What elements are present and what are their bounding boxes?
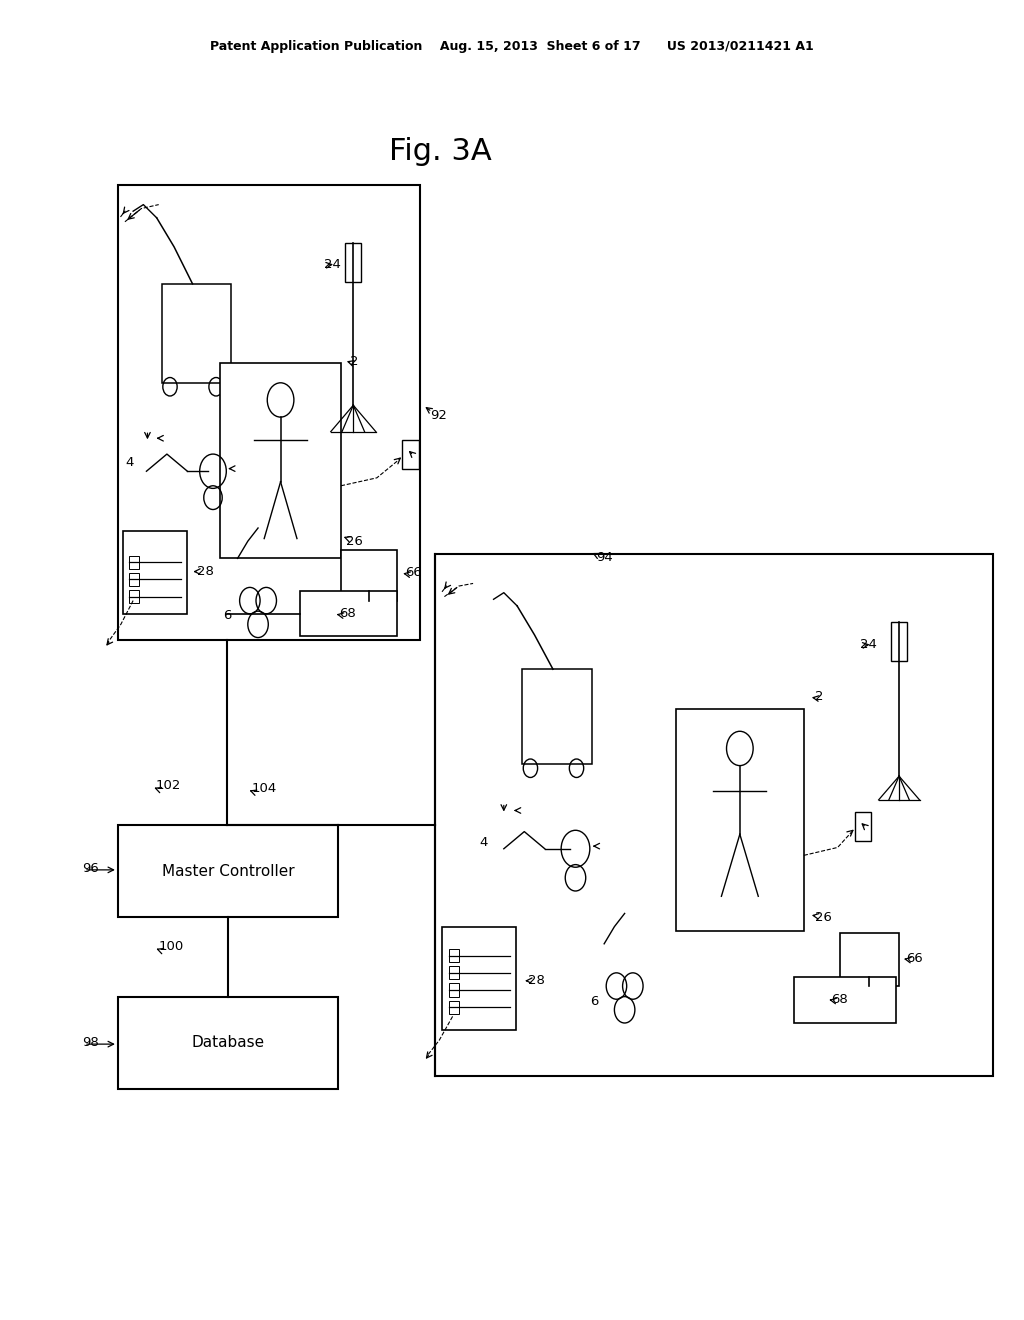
FancyBboxPatch shape <box>300 591 397 636</box>
Text: 2: 2 <box>815 690 823 704</box>
Text: 94: 94 <box>596 550 612 564</box>
Text: 26: 26 <box>815 911 831 924</box>
Text: Master Controller: Master Controller <box>162 863 294 879</box>
FancyBboxPatch shape <box>123 531 187 614</box>
Text: 4: 4 <box>125 455 133 469</box>
Text: Fig. 3A: Fig. 3A <box>389 137 492 166</box>
Text: 96: 96 <box>82 862 98 875</box>
Text: 68: 68 <box>339 607 355 620</box>
FancyBboxPatch shape <box>118 997 338 1089</box>
FancyBboxPatch shape <box>855 812 871 841</box>
FancyBboxPatch shape <box>129 573 139 586</box>
FancyBboxPatch shape <box>676 709 804 931</box>
FancyBboxPatch shape <box>129 590 139 603</box>
Text: 66: 66 <box>906 952 923 965</box>
Text: 28: 28 <box>528 974 545 987</box>
Text: 104: 104 <box>252 781 278 795</box>
Text: 26: 26 <box>346 535 362 548</box>
FancyBboxPatch shape <box>449 1001 459 1014</box>
FancyBboxPatch shape <box>402 440 419 469</box>
Text: 98: 98 <box>82 1036 98 1049</box>
FancyBboxPatch shape <box>794 977 896 1023</box>
FancyBboxPatch shape <box>118 185 420 640</box>
FancyBboxPatch shape <box>220 363 341 558</box>
FancyBboxPatch shape <box>118 825 338 917</box>
FancyBboxPatch shape <box>840 933 899 986</box>
Text: 2: 2 <box>350 355 358 368</box>
Text: 100: 100 <box>159 940 184 953</box>
FancyBboxPatch shape <box>449 966 459 979</box>
Text: 24: 24 <box>860 638 877 651</box>
Text: 66: 66 <box>406 566 422 579</box>
Text: Database: Database <box>191 1035 264 1051</box>
Text: 68: 68 <box>831 993 848 1006</box>
Text: 102: 102 <box>156 779 181 792</box>
FancyBboxPatch shape <box>891 622 907 661</box>
Text: Patent Application Publication    Aug. 15, 2013  Sheet 6 of 17      US 2013/0211: Patent Application Publication Aug. 15, … <box>210 40 814 53</box>
FancyBboxPatch shape <box>442 927 516 1030</box>
FancyBboxPatch shape <box>341 550 397 601</box>
Text: 24: 24 <box>324 257 340 271</box>
Text: 28: 28 <box>197 565 213 578</box>
FancyBboxPatch shape <box>449 949 459 962</box>
FancyBboxPatch shape <box>129 556 139 569</box>
Text: 6: 6 <box>223 609 231 622</box>
Text: 6: 6 <box>590 995 598 1008</box>
FancyBboxPatch shape <box>345 243 361 282</box>
FancyBboxPatch shape <box>435 554 993 1076</box>
FancyBboxPatch shape <box>162 284 231 383</box>
FancyBboxPatch shape <box>522 669 592 764</box>
Text: 4: 4 <box>479 836 487 849</box>
Text: 92: 92 <box>430 409 446 422</box>
FancyBboxPatch shape <box>449 983 459 997</box>
